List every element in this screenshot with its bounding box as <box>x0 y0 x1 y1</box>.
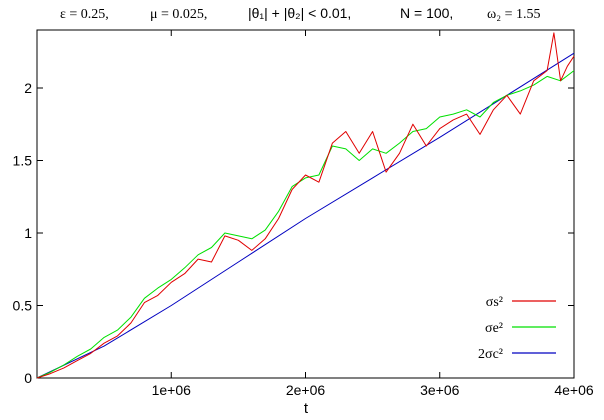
x-tick-label: 1e+06 <box>152 382 192 398</box>
legend-label-sigma-s: σs² <box>486 295 503 310</box>
legend: σs² σe² 2σc² <box>478 295 556 362</box>
series-line-sigma-c <box>36 52 575 379</box>
title-part-epsilon: ε = 0.25, <box>60 7 109 22</box>
title-part-mu: μ = 0.025, <box>150 7 207 22</box>
y-tick-label: 0 <box>24 370 32 386</box>
x-tick-label: 3e+06 <box>420 382 460 398</box>
y-tick-label: 2 <box>24 80 32 96</box>
chart-title: ε = 0.25, μ = 0.025, |θ₁| + |θ₂| < 0.01,… <box>60 5 541 22</box>
legend-entry-sigma-e: σe² <box>485 321 556 336</box>
series-line-sigma-e <box>36 70 575 379</box>
y-tick-label: 1 <box>24 225 32 241</box>
x-axis: 1e+06 2e+06 3e+06 4e+06 <box>152 30 594 398</box>
series-line-sigma-s <box>36 32 575 379</box>
series-lines <box>36 32 575 379</box>
y-axis: 0 0.5 1 1.5 2 <box>13 80 574 386</box>
title-part-n: N = 100, <box>400 5 453 21</box>
title-part-omega: ω₂ = 1.55 <box>487 7 541 22</box>
legend-label-sigma-e: σe² <box>485 321 503 336</box>
x-axis-label: t <box>304 400 309 417</box>
x-tick-label: 4e+06 <box>554 382 594 398</box>
legend-entry-sigma-c: 2σc² <box>478 347 556 362</box>
y-tick-label: 1.5 <box>13 153 33 169</box>
x-tick-label: 2e+06 <box>286 382 326 398</box>
legend-label-sigma-c: 2σc² <box>478 347 503 362</box>
title-part-theta: |θ₁| + |θ₂| < 0.01, <box>248 5 351 21</box>
legend-entry-sigma-s: σs² <box>486 295 556 310</box>
y-tick-label: 0.5 <box>13 298 33 314</box>
